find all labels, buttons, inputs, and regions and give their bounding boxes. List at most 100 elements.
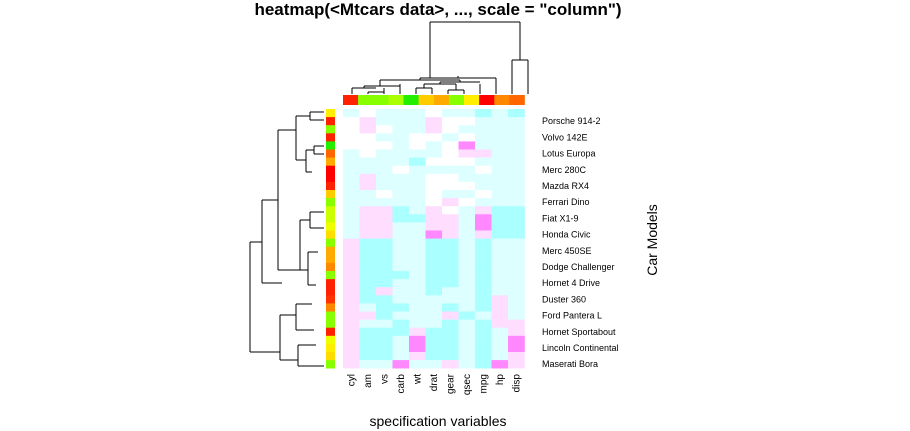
heatmap-cell xyxy=(425,230,443,239)
heatmap-cell xyxy=(475,335,492,345)
heatmap-cell xyxy=(376,141,393,150)
heatmap-cell xyxy=(491,230,509,239)
column-side-colors xyxy=(343,95,525,105)
row-side-color xyxy=(326,133,335,142)
heatmap-cell xyxy=(392,157,410,166)
heatmap-cell xyxy=(458,279,476,288)
heatmap-cell xyxy=(491,141,509,150)
heatmap-cell xyxy=(376,198,393,207)
heatmap-cell xyxy=(343,190,360,199)
heatmap-cell xyxy=(392,109,410,118)
heatmap-cell xyxy=(359,311,377,320)
heatmap-cell xyxy=(359,117,377,126)
heatmap-cell xyxy=(343,262,360,272)
row-side-color xyxy=(326,190,335,199)
heatmap-cell xyxy=(491,352,509,361)
heatmap-cell xyxy=(376,238,393,247)
row-side-color xyxy=(326,287,335,296)
heatmap-cell xyxy=(458,198,476,207)
heatmap-cell xyxy=(359,335,377,345)
heatmap-cell xyxy=(475,109,492,118)
heatmap-cell xyxy=(359,173,377,183)
heatmap-cell xyxy=(409,287,426,296)
heatmap-cell xyxy=(376,214,393,223)
heatmap-cell xyxy=(491,254,509,264)
row-side-color xyxy=(326,117,335,126)
heatmap-cell xyxy=(425,262,443,272)
heatmap-cell xyxy=(458,125,476,134)
heatmap-cell xyxy=(475,311,492,320)
heatmap-cell xyxy=(409,238,426,247)
heatmap-cell xyxy=(458,214,476,223)
row-side-color xyxy=(326,109,335,118)
heatmap-cell xyxy=(475,295,492,304)
heatmap-cell xyxy=(376,352,393,361)
heatmap-cell xyxy=(343,198,360,207)
heatmap-cell xyxy=(508,335,525,345)
heatmap-cell xyxy=(392,125,410,134)
row-side-color xyxy=(326,319,335,328)
heatmap-cell xyxy=(343,214,360,223)
row-side-color xyxy=(326,157,335,166)
heatmap-cell xyxy=(409,206,426,215)
heatmap-cell xyxy=(409,157,426,166)
heatmap-cell xyxy=(376,319,393,328)
heatmap-cell xyxy=(508,206,525,215)
heatmap-cell xyxy=(491,149,509,158)
heatmap-cell xyxy=(442,165,459,175)
heatmap-cell xyxy=(458,343,476,353)
heatmap-cell xyxy=(475,279,492,288)
heatmap-cell xyxy=(475,343,492,353)
column-label: hp xyxy=(495,374,506,386)
heatmap-cell xyxy=(508,246,525,256)
heatmap-cell xyxy=(425,279,443,288)
row-side-color xyxy=(326,206,335,215)
chart-title: heatmap(<Mtcars data>, ..., scale = "col… xyxy=(254,0,621,19)
heatmap-cell xyxy=(425,238,443,247)
heatmap-cell xyxy=(392,343,410,353)
heatmap-cell xyxy=(458,181,476,191)
heatmap-cell xyxy=(376,311,393,320)
heatmap-cell xyxy=(359,109,377,118)
heatmap-cell xyxy=(425,335,443,345)
heatmap-cell xyxy=(458,141,476,150)
heatmap-cell xyxy=(376,117,393,126)
heatmap-cell xyxy=(343,181,360,191)
column-side-color xyxy=(464,95,480,105)
heatmap-cell xyxy=(425,254,443,264)
heatmap-cell xyxy=(376,133,393,142)
heatmap-cell xyxy=(508,109,525,118)
heatmap-cell xyxy=(409,165,426,175)
heatmap-cell xyxy=(475,125,492,134)
heatmap-cell xyxy=(458,109,476,118)
heatmap-cell xyxy=(343,335,360,345)
heatmap-cell xyxy=(475,165,492,175)
heatmap-cell xyxy=(359,279,377,288)
heatmap-cell xyxy=(359,254,377,264)
heatmap-cell xyxy=(343,109,360,118)
column-side-color xyxy=(388,95,404,105)
heatmap-cell xyxy=(475,319,492,328)
heatmap-cell xyxy=(491,238,509,247)
heatmap-cell xyxy=(425,287,443,296)
heatmap-cell xyxy=(359,141,377,150)
heatmap-cell xyxy=(409,303,426,312)
row-label: Lotus Europa xyxy=(542,149,596,159)
heatmap-cell xyxy=(359,295,377,304)
heatmap-cell xyxy=(442,287,459,296)
heatmap-cell xyxy=(491,165,509,175)
heatmap-cell xyxy=(442,198,459,207)
heatmap-cell xyxy=(425,165,443,175)
heatmap-cell xyxy=(409,133,426,142)
row-side-color xyxy=(326,311,335,320)
heatmap-cell xyxy=(491,319,509,328)
heatmap-cell xyxy=(359,287,377,296)
heatmap-cell xyxy=(359,343,377,353)
heatmap-cell xyxy=(508,343,525,353)
heatmap-cell xyxy=(343,327,360,337)
heatmap-cell xyxy=(376,149,393,158)
heatmap-cell xyxy=(359,157,377,166)
heatmap-cell xyxy=(409,311,426,320)
heatmap-cell xyxy=(343,165,360,175)
heatmap-cell xyxy=(458,117,476,126)
